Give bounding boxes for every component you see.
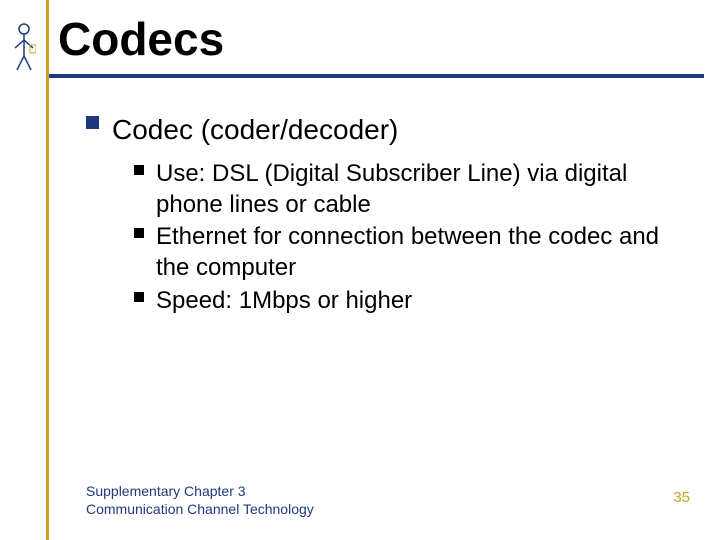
footer-text: Supplementary Chapter 3 Communication Ch… xyxy=(86,482,314,518)
title-underline xyxy=(49,74,704,78)
footer-line1: Supplementary Chapter 3 xyxy=(86,482,314,500)
bullet-level2-text: Speed: 1Mbps or higher xyxy=(156,287,412,314)
footer-line2: Communication Channel Technology xyxy=(86,500,314,518)
slide-decor-icon xyxy=(12,22,36,72)
bullet-level2: Ethernet for connection between the code… xyxy=(134,222,676,283)
content-area: Codec (coder/decoder) Use: DSL (Digital … xyxy=(86,112,676,319)
bullet-level2: Speed: 1Mbps or higher xyxy=(134,286,676,317)
bullet-level2-text: Ethernet for connection between the code… xyxy=(156,223,659,281)
square-bullet-icon xyxy=(134,228,144,238)
bullet-level2: Use: DSL (Digital Subscriber Line) via d… xyxy=(134,159,676,220)
page-number: 35 xyxy=(673,489,690,506)
slide-title: Codecs xyxy=(58,12,224,66)
square-bullet-icon xyxy=(134,165,144,175)
square-bullet-icon xyxy=(134,292,144,302)
sub-bullet-list: Use: DSL (Digital Subscriber Line) via d… xyxy=(134,159,676,317)
bullet-level1-text: Codec (coder/decoder) xyxy=(112,114,398,145)
bullet-level2-text: Use: DSL (Digital Subscriber Line) via d… xyxy=(156,160,627,218)
bullet-level1: Codec (coder/decoder) xyxy=(86,112,676,147)
square-bullet-icon xyxy=(86,116,99,129)
vertical-accent-rule xyxy=(46,0,49,540)
